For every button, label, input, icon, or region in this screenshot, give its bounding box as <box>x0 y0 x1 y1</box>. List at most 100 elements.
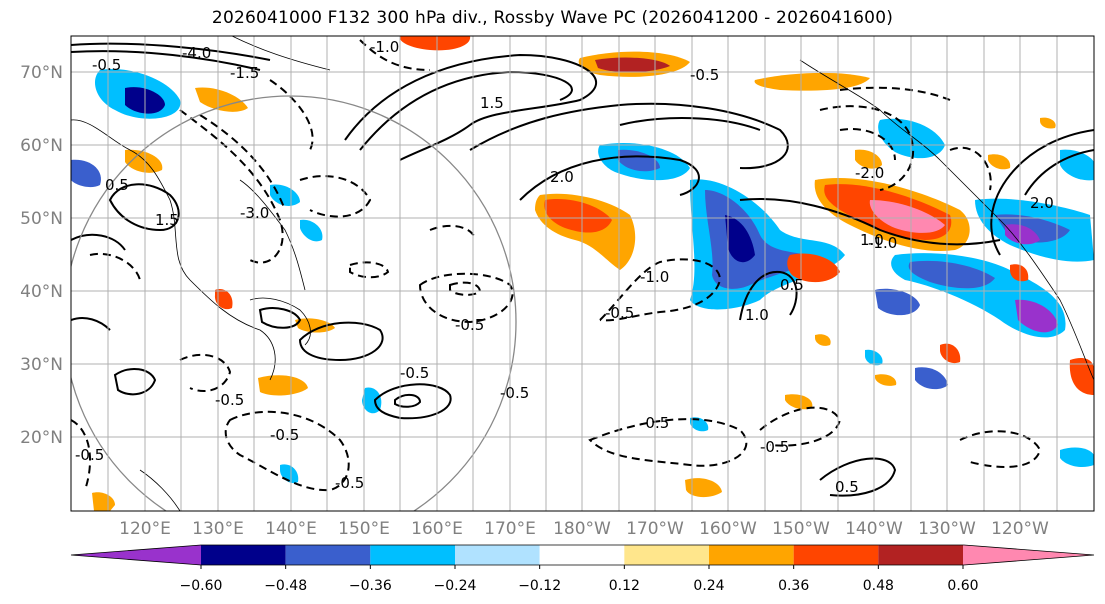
contour-line <box>819 457 897 497</box>
contour-line <box>839 86 951 101</box>
contour-line <box>739 198 1001 246</box>
negative-shading <box>71 69 1094 484</box>
shade-area <box>195 87 248 112</box>
contour-line <box>990 129 1094 256</box>
longitude-label: 170°E <box>484 519 536 539</box>
colorbar-tick-label: 0.24 <box>693 578 724 594</box>
contour-label: -0.5 <box>690 66 719 84</box>
shade-area <box>754 72 870 91</box>
contour-label: 0.5 <box>780 276 804 294</box>
shade-area <box>1069 358 1094 395</box>
shade-area <box>875 374 897 386</box>
colorbar-segment <box>624 545 709 565</box>
shade-area <box>915 367 948 390</box>
range-circle <box>71 95 517 511</box>
longitude-label: 150°W <box>772 519 830 539</box>
contour-label: -4.0 <box>182 44 211 62</box>
contour-line <box>519 155 700 201</box>
arctic-coast <box>231 36 331 71</box>
positive-shading <box>92 36 1094 511</box>
longitude-label: 140°E <box>265 519 317 539</box>
contour-line <box>819 105 915 191</box>
shade-area <box>92 492 115 511</box>
shade-area <box>1015 299 1058 333</box>
colorbar-tick-label: −0.24 <box>434 578 477 594</box>
contour-line <box>1024 149 1094 196</box>
shade-area <box>685 478 722 498</box>
shade-area <box>908 260 995 289</box>
shade-area <box>815 334 831 346</box>
map-layers <box>71 36 1094 511</box>
contour-line <box>739 270 798 321</box>
shade-area <box>785 394 813 410</box>
graticule <box>71 36 1094 511</box>
shade-area <box>869 200 945 233</box>
contour-label: -0.5 <box>270 426 299 444</box>
shade-area <box>940 343 961 364</box>
contour-line <box>298 321 384 362</box>
colorbar-segment <box>201 545 286 565</box>
contour-line <box>373 383 452 420</box>
shade-area <box>1005 224 1040 245</box>
contour-label: 2.0 <box>550 168 574 186</box>
contour-line <box>71 50 261 71</box>
latitude-label: 40°N <box>20 282 63 302</box>
contour-label: -0.5 <box>605 304 634 322</box>
shade-area <box>1010 264 1029 282</box>
longitude-label: 170°W <box>626 519 684 539</box>
contour-label: -0.5 <box>335 474 364 492</box>
shade-area <box>787 253 840 283</box>
contour-label: -1.5 <box>230 64 259 82</box>
longitude-label: 180°W <box>553 519 611 539</box>
contour-line <box>344 53 597 161</box>
shade-area <box>875 288 920 316</box>
latitude-label: 20°N <box>20 428 63 448</box>
colorbar: −0.60 −0.48 −0.36 −0.24 −0.12 0.12 0.24 0.36 0.4… <box>70 544 1095 594</box>
contour-label: -0.5 <box>760 438 789 456</box>
colorbar-segment <box>793 545 879 565</box>
latitude-label: 30°N <box>20 355 63 375</box>
colorbar-tick-label: −0.36 <box>349 578 392 594</box>
colorbar-tick-label: −0.48 <box>264 578 307 594</box>
contour-line <box>71 42 271 61</box>
contour-line <box>469 102 789 170</box>
contour-line <box>349 261 390 279</box>
contour-label: -0.5 <box>500 384 529 402</box>
chart-title: 2026041000 F132 300 hPa div., Rossby Wav… <box>211 8 894 28</box>
shade-area <box>270 184 300 206</box>
contour-line <box>113 368 157 396</box>
longitude-label: 160°E <box>411 519 463 539</box>
shade-area <box>399 36 471 51</box>
contour-label: -1.0 <box>868 234 897 252</box>
contour-label: 1.5 <box>480 94 504 112</box>
latitude-label: 60°N <box>20 136 63 156</box>
contour-label: -2.0 <box>855 164 884 182</box>
longitude-label: 150°E <box>338 519 390 539</box>
contour-line <box>619 117 761 131</box>
colorbar-tick-label: 0.48 <box>863 578 894 594</box>
contour-line <box>299 175 372 218</box>
philippines-coast <box>139 469 181 511</box>
shade-area <box>300 219 323 242</box>
shade-area <box>1060 447 1094 468</box>
longitude-label: 120°E <box>119 519 171 539</box>
contour-line <box>449 281 482 296</box>
contour-line <box>599 258 722 322</box>
latitude-label: 50°N <box>20 209 63 229</box>
contour-label: -0.5 <box>92 56 121 74</box>
contour-line <box>179 353 232 392</box>
contour-line <box>588 418 748 467</box>
contour-label: 1.0 <box>745 306 769 324</box>
longitude-label: 140°W <box>845 519 903 539</box>
shade-area <box>258 375 308 396</box>
shade-area <box>595 57 670 73</box>
contour-line <box>949 146 992 191</box>
shade-area <box>988 154 1011 170</box>
colorbar-segment <box>878 545 963 565</box>
longitude-label: 160°W <box>699 519 757 539</box>
contour-label: -0.5 <box>400 364 429 382</box>
colorbar-tick-label: 0.36 <box>778 578 809 594</box>
longitude-label: 120°W <box>991 519 1049 539</box>
colorbar-tick-label: −0.12 <box>518 578 561 594</box>
